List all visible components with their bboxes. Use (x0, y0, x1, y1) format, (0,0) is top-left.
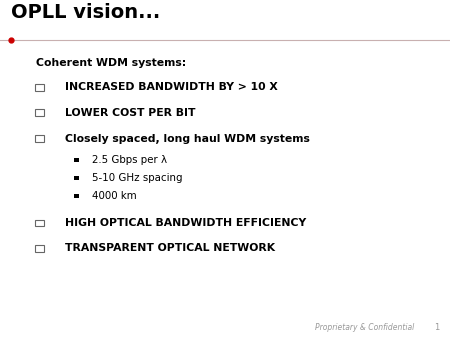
Bar (35, 84, 44, 91)
Text: 5-10 GHz spacing: 5-10 GHz spacing (92, 173, 183, 183)
Text: 2.5 Gbps per λ: 2.5 Gbps per λ (92, 155, 167, 165)
Text: Closely spaced, long haul WDM systems: Closely spaced, long haul WDM systems (65, 134, 310, 144)
Text: 1: 1 (434, 323, 440, 332)
Bar (74, 176, 79, 180)
Bar (35, 109, 44, 116)
Text: Coherent WDM systems:: Coherent WDM systems: (36, 57, 186, 68)
Bar (35, 220, 44, 226)
Text: TRANSPARENT OPTICAL NETWORK: TRANSPARENT OPTICAL NETWORK (65, 243, 275, 254)
Bar (35, 135, 44, 142)
Bar (35, 245, 44, 252)
Bar (74, 194, 79, 197)
Text: Proprietary & Confidential: Proprietary & Confidential (315, 323, 414, 332)
Text: LOWER COST PER BIT: LOWER COST PER BIT (65, 107, 196, 118)
Text: 4000 km: 4000 km (92, 191, 137, 201)
Text: OPLL vision...: OPLL vision... (11, 3, 161, 22)
Text: INCREASED BANDWIDTH BY > 10 X: INCREASED BANDWIDTH BY > 10 X (65, 82, 278, 92)
Bar (74, 158, 79, 162)
Text: HIGH OPTICAL BANDWIDTH EFFICIENCY: HIGH OPTICAL BANDWIDTH EFFICIENCY (65, 218, 306, 228)
